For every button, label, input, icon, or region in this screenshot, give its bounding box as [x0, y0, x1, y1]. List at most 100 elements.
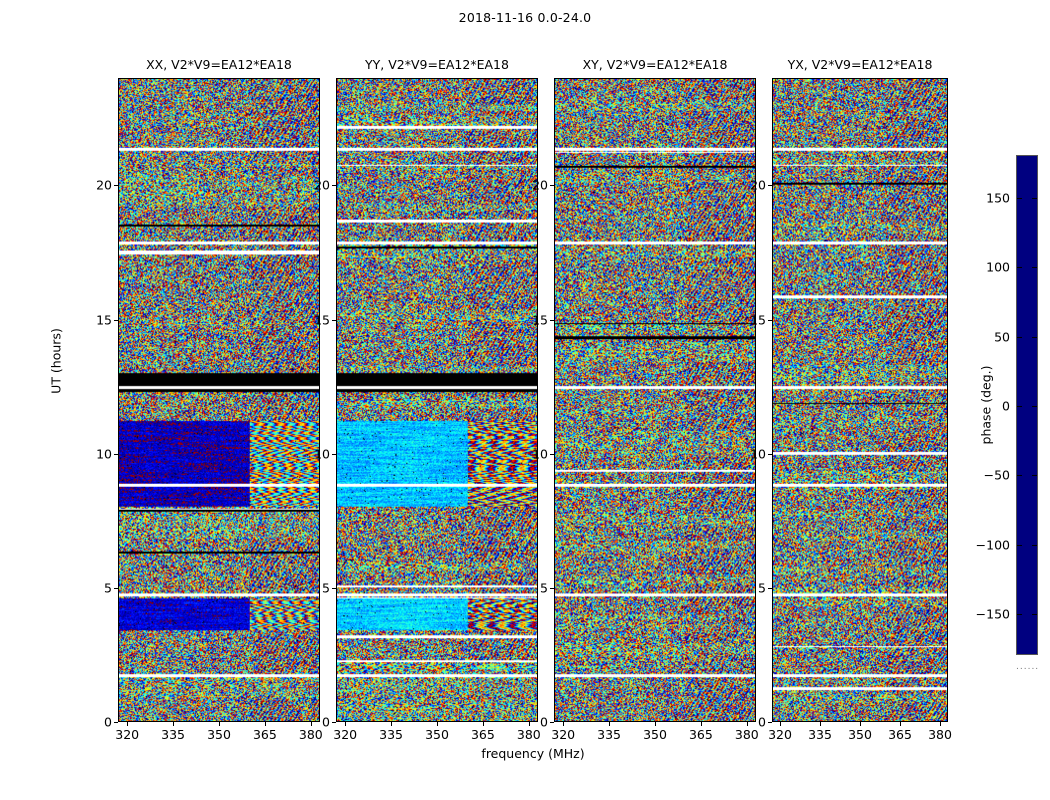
- x-tick-label: 365: [252, 727, 277, 742]
- panel-title-yx: YX, V2*V9=EA12*EA18: [787, 57, 933, 72]
- panel-title-yy: YY, V2*V9=EA12*EA18: [365, 57, 509, 72]
- x-tick-mark: [310, 722, 312, 726]
- x-tick-label: 320: [115, 727, 140, 742]
- panel-title-xy: XY, V2*V9=EA12*EA18: [582, 57, 728, 72]
- y-tick-mark: [768, 453, 772, 455]
- x-tick-label: 350: [848, 727, 872, 742]
- colorbar-tick-mark: [1032, 614, 1037, 616]
- y-tick-mark: [550, 587, 554, 589]
- colorbar-tick-mark: [1017, 197, 1022, 199]
- panel-xx[interactable]: XX, V2*V9=EA12*EA18 320 335 350 365 380 0 5 10 1…: [96, 57, 323, 742]
- colorbar-tick-mark: [1017, 475, 1022, 477]
- panel-yy-frame: [336, 78, 538, 722]
- colorbar-tick-mark: [1017, 544, 1022, 546]
- y-tick-mark: [114, 453, 118, 455]
- y-tick-mark: [114, 587, 118, 589]
- x-axis-label-text: frequency (MHz): [481, 746, 585, 761]
- x-tick-label: 380: [516, 727, 541, 742]
- y-tick-mark: [768, 587, 772, 589]
- x-tick-mark: [345, 722, 347, 726]
- x-tick-mark: [609, 722, 611, 726]
- x-tick-label: 350: [207, 727, 231, 742]
- x-tick-mark: [528, 722, 530, 726]
- y-tick-label: 5: [758, 580, 766, 596]
- x-tick-label: 320: [333, 727, 358, 742]
- y-tick-mark: [768, 319, 772, 321]
- colorbar-tick-label: 0: [1002, 398, 1010, 414]
- x-tick-label: 320: [551, 727, 576, 742]
- panel-yx[interactable]: YX, V2*V9=EA12*EA18 320 335 350 365 380 0 5 10 1…: [750, 57, 952, 742]
- x-tick-mark: [655, 722, 656, 726]
- y-tick-mark: [550, 453, 554, 455]
- waterfall-image-xx: [119, 79, 319, 721]
- colorbar-tick-mark: [1032, 544, 1037, 546]
- y-tick-label: 0: [540, 714, 548, 730]
- y-axis-label: UT (hours): [48, 328, 64, 394]
- y-tick-mark: [332, 319, 336, 321]
- x-tick-mark: [780, 722, 781, 726]
- waterfall-image-yy: [337, 79, 537, 721]
- y-tick-mark: [114, 319, 118, 321]
- y-tick-label: 5: [540, 580, 548, 596]
- y-tick-mark: [114, 722, 118, 723]
- colorbar-tick-label: −150: [975, 606, 1010, 622]
- x-tick-label: 365: [470, 727, 495, 742]
- y-tick-label: 10: [532, 446, 548, 462]
- y-tick-label: 15: [750, 312, 766, 327]
- colorbar-tick-label: −100: [975, 537, 1010, 553]
- colorbar[interactable]: 150 100 50 0 −50 −100 −150: [976, 155, 1038, 655]
- y-tick-mark: [332, 722, 336, 723]
- colorbar-tick-mark: [1032, 267, 1037, 269]
- x-tick-label: 350: [643, 727, 667, 742]
- x-tick-label: 350: [425, 727, 449, 742]
- y-tick-mark: [332, 185, 336, 187]
- x-tick-mark: [264, 722, 266, 726]
- y-tick-mark: [114, 185, 118, 187]
- x-tick-label: 380: [928, 727, 952, 742]
- x-tick-label: 335: [379, 727, 404, 742]
- colorbar-tick-label: 150: [986, 190, 1010, 206]
- x-tick-label: 380: [298, 727, 323, 742]
- x-tick-mark: [900, 722, 901, 726]
- x-tick-label: 320: [768, 727, 792, 742]
- y-tick-label: 10: [750, 446, 766, 462]
- panel-xy[interactable]: XY, V2*V9=EA12*EA18 320 335 350 365 380 0 5 10 1…: [532, 57, 759, 742]
- y-tick-mark: [768, 185, 772, 187]
- y-tick-label: 20: [96, 177, 112, 193]
- y-tick-label: 5: [104, 580, 112, 596]
- y-tick-mark: [332, 587, 336, 589]
- y-tick-label: 15: [314, 312, 330, 327]
- x-tick-mark: [940, 722, 941, 726]
- y-tick-label: 10: [96, 446, 112, 462]
- y-tick-mark: [550, 185, 554, 187]
- colorbar-tick-mark: [1017, 614, 1022, 616]
- x-tick-mark: [482, 722, 484, 726]
- colorbar-tick-mark: [1032, 406, 1037, 407]
- colorbar-gradient: [1017, 156, 1037, 654]
- x-tick-mark: [391, 722, 393, 726]
- y-tick-mark: [550, 319, 554, 321]
- panel-yx-frame: [772, 78, 948, 722]
- panel-title-xx: XX, V2*V9=EA12*EA18: [146, 57, 292, 72]
- colorbar-tick-label: −50: [983, 467, 1010, 483]
- colorbar-tick-mark: [1017, 267, 1022, 269]
- y-tick-mark: [332, 453, 336, 455]
- y-tick-label: 20: [750, 177, 766, 193]
- x-tick-mark: [219, 722, 220, 726]
- x-tick-mark: [700, 722, 702, 726]
- y-tick-label: 15: [532, 312, 548, 327]
- y-tick-label: 5: [322, 580, 330, 596]
- panel-yy[interactable]: YY, V2*V9=EA12*EA18 320 335 350 365 380 0 5 10 1…: [314, 57, 541, 742]
- x-tick-mark: [860, 722, 861, 726]
- waterfall-image-yx: [773, 79, 947, 721]
- colorbar-tick-mark: [1032, 475, 1037, 477]
- y-tick-mark: [768, 722, 772, 723]
- colorbar-label: phase (deg.): [978, 365, 994, 445]
- panel-xx-frame: [118, 78, 320, 722]
- colorbar-tick-label: 50: [994, 329, 1010, 345]
- panel-xy-frame: [554, 78, 756, 722]
- y-tick-mark: [550, 722, 554, 723]
- colorbar-tick-mark: [1017, 406, 1022, 407]
- colorbar-tick-label: 100: [986, 259, 1010, 275]
